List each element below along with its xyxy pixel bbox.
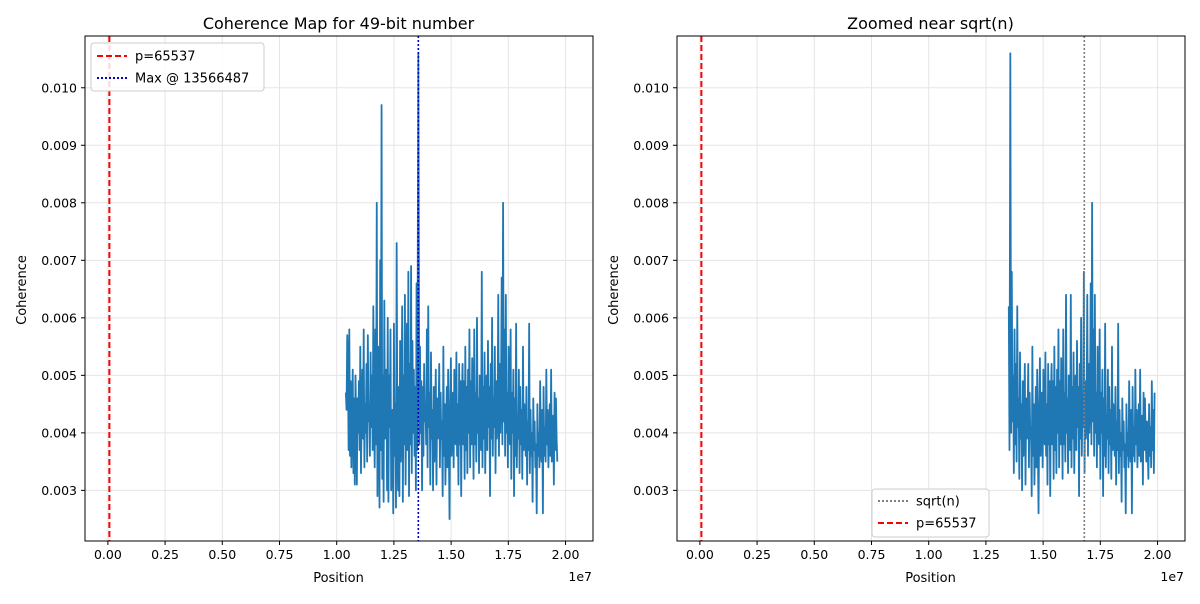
left-y-tick-label: 0.007 xyxy=(41,253,77,268)
right-y-tick-label: 0.004 xyxy=(633,425,669,440)
right-legend: sqrt(n) p=65537 xyxy=(871,488,990,538)
right-legend-frame xyxy=(871,488,990,538)
left-axes-frame xyxy=(84,35,594,542)
left-y-tick-label: 0.004 xyxy=(41,425,77,440)
right-y-tick-label: 0.006 xyxy=(633,310,669,325)
right-x-tick-label: 0.25 xyxy=(743,547,771,562)
right-coherence-series-line xyxy=(1007,52,1156,515)
left-x-tick-label: 1.50 xyxy=(437,547,465,562)
right-chart-title: Zoomed near sqrt(n) xyxy=(847,14,1014,33)
right-x-tick-label: 0.75 xyxy=(858,547,886,562)
right-y-axis-label: Coherence xyxy=(607,255,622,325)
right-chart-panel: Zoomed near sqrt(n) Position Coherence 1… xyxy=(607,14,1186,586)
right-x-tick-label: 2.00 xyxy=(1144,547,1172,562)
right-x-tick-label: 0.50 xyxy=(800,547,828,562)
left-x-tick-label: 2.00 xyxy=(552,547,580,562)
right-y-tick-label: 0.003 xyxy=(633,483,669,498)
left-legend-label-p: p=65537 xyxy=(135,50,196,65)
left-y-tick-label: 0.003 xyxy=(41,483,77,498)
right-legend-label-sqrt: sqrt(n) xyxy=(916,495,960,510)
left-y-tick-label: 0.009 xyxy=(41,138,77,153)
right-x-tick-label: 1.00 xyxy=(915,547,943,562)
left-coherence-series-line xyxy=(344,52,559,521)
right-legend-label-p: p=65537 xyxy=(916,517,977,532)
left-x-tick-label: 1.75 xyxy=(494,547,522,562)
right-x-offset-label: 1e7 xyxy=(1160,569,1184,584)
left-x-tick-label: 0.50 xyxy=(208,547,236,562)
left-x-tick-label: 1.25 xyxy=(380,547,408,562)
right-x-tick-label: 0.00 xyxy=(686,547,714,562)
right-y-tick-label: 0.009 xyxy=(633,138,669,153)
right-x-axis-label: Position xyxy=(905,571,956,586)
right-y-tick-label: 0.010 xyxy=(633,80,669,95)
left-chart-title: Coherence Map for 49-bit number xyxy=(203,14,475,33)
left-x-tick-label: 0.75 xyxy=(266,547,294,562)
left-y-axis-label: Coherence xyxy=(15,255,30,325)
left-x-axis-label: Position xyxy=(313,571,364,586)
right-x-tick-label: 1.25 xyxy=(972,547,1000,562)
left-y-tick-label: 0.008 xyxy=(41,195,77,210)
left-x-offset-label: 1e7 xyxy=(568,569,592,584)
right-y-tick-label: 0.007 xyxy=(633,253,669,268)
left-y-tick-label: 0.006 xyxy=(41,310,77,325)
right-x-tick-label: 1.50 xyxy=(1029,547,1057,562)
left-chart-panel: Coherence Map for 49-bit number Position… xyxy=(15,14,594,586)
left-legend-label-max: Max @ 13566487 xyxy=(135,72,249,87)
right-y-tick-label: 0.008 xyxy=(633,195,669,210)
left-x-tick-label: 0.25 xyxy=(151,547,179,562)
left-legend-frame xyxy=(90,42,265,92)
left-x-tick-label: 0.00 xyxy=(94,547,122,562)
right-y-tick-label: 0.005 xyxy=(633,368,669,383)
left-y-tick-label: 0.010 xyxy=(41,80,77,95)
left-y-tick-label: 0.005 xyxy=(41,368,77,383)
right-x-tick-label: 1.75 xyxy=(1086,547,1114,562)
right-axes-frame xyxy=(676,35,1186,542)
left-legend: p=65537 Max @ 13566487 xyxy=(90,42,265,92)
left-x-tick-label: 1.00 xyxy=(323,547,351,562)
